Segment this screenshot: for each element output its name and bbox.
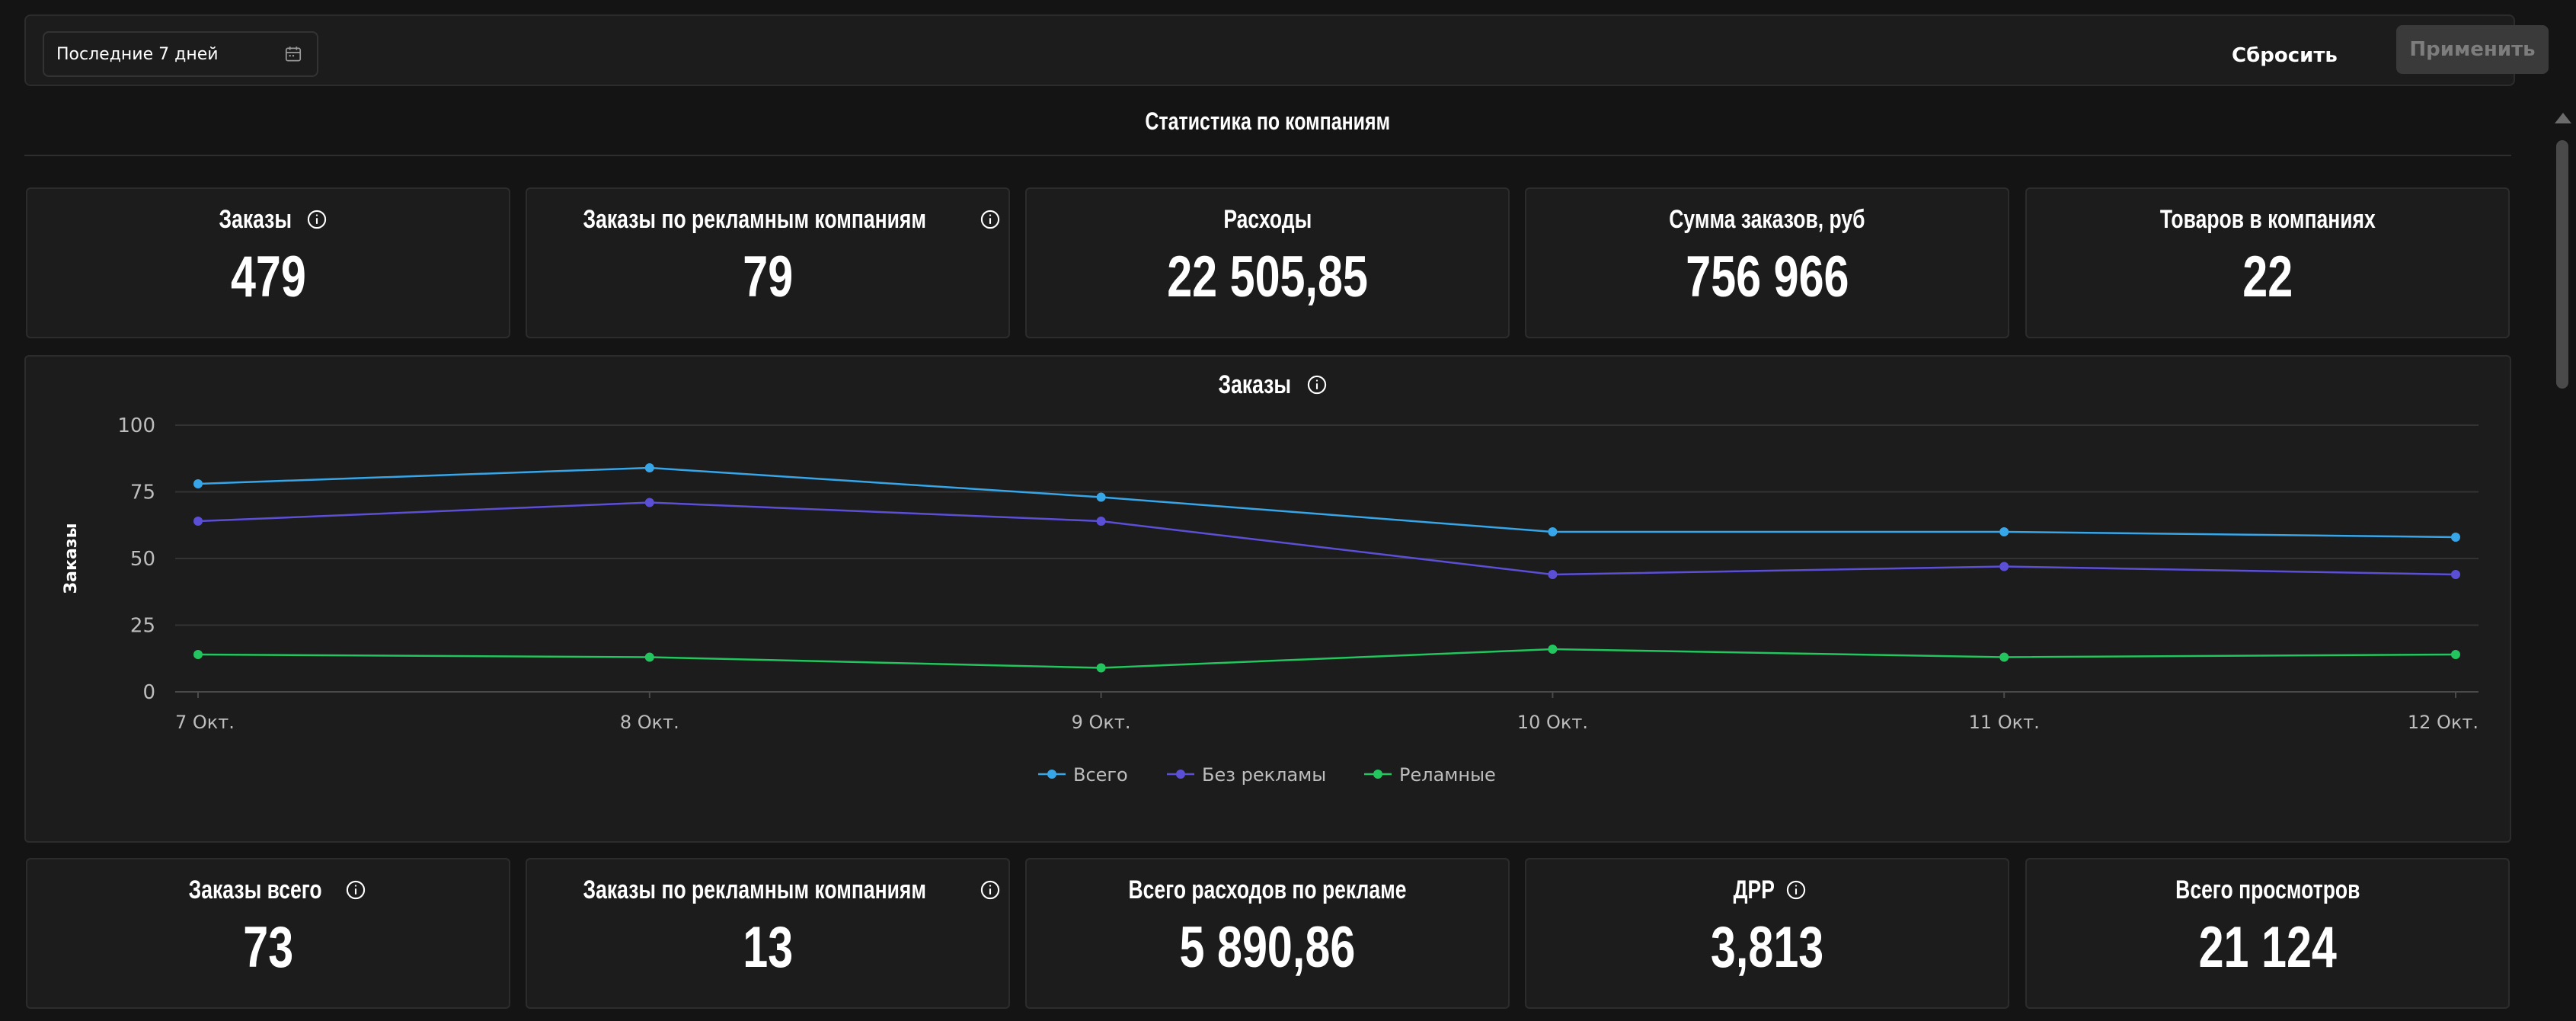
data-point <box>1548 527 1558 536</box>
stat-label: Сумма заказов, руб <box>1669 204 1865 234</box>
data-point <box>2451 570 2460 579</box>
stat-card-drr: ДРР 3,813 <box>1525 858 2009 1009</box>
data-point <box>1548 570 1558 579</box>
stat-card-ad-expenses: Всего расходов по рекламе 5 890,86 <box>1025 858 1510 1009</box>
data-point <box>1548 645 1558 654</box>
stat-label: ДРР <box>1733 875 1775 904</box>
scroll-up-arrow[interactable] <box>2555 113 2571 123</box>
data-point <box>2451 533 2460 542</box>
stat-label: Всего просмотров <box>2175 875 2360 904</box>
stat-label: Заказы по рекламным компаниям <box>583 204 927 234</box>
stat-value: 73 <box>243 915 293 980</box>
info-icon[interactable] <box>980 879 1001 901</box>
stat-card-orders: Заказы 479 <box>26 187 510 338</box>
stat-label: Заказы всего <box>188 875 322 904</box>
y-axis-label: Заказы <box>62 523 81 594</box>
stat-label: Заказы <box>219 204 292 234</box>
stat-label: Товаров в компаниях <box>2159 204 2376 234</box>
data-point <box>1096 492 1106 502</box>
series-line <box>197 501 2456 576</box>
section-title: Статистика по компаниям <box>1145 107 1391 135</box>
stat-label: Всего расходов по рекламе <box>1128 875 1407 904</box>
stat-card-expenses: Расходы 22 505,85 <box>1025 187 1510 338</box>
data-point <box>1999 527 2009 536</box>
stat-card-orders-total: Заказы всего 73 <box>26 858 510 1009</box>
legend-marker <box>1047 770 1056 779</box>
data-point <box>1096 517 1106 526</box>
x-tick-label: 8 Окт. <box>620 712 679 733</box>
data-point <box>193 650 203 659</box>
info-icon[interactable] <box>1306 374 1328 395</box>
x-tick-label: 11 Окт. <box>1969 712 2040 733</box>
stat-value: 79 <box>743 245 793 309</box>
filter-bar: Последние 7 дней Сбросить Применить <box>24 14 2549 86</box>
y-tick-label: 75 <box>130 482 155 504</box>
stat-card-orders-sum: Сумма заказов, руб 756 966 <box>1525 187 2009 338</box>
data-point <box>2451 650 2460 659</box>
info-icon[interactable] <box>345 879 366 901</box>
stat-value: 479 <box>230 245 306 309</box>
reset-button[interactable]: Сбросить <box>2232 42 2338 69</box>
orders-chart-panel: 0 25 50 75 100 Заказы 7 Окт. 8 Окт. 9 Окт. 10 Окт… <box>24 355 2511 843</box>
stat-label: Расходы <box>1223 204 1312 234</box>
date-range-value: Последние 7 дней <box>56 44 219 64</box>
legend-label: Реламные <box>1399 764 1496 786</box>
stat-value: 3,813 <box>1710 915 1824 980</box>
x-tick-label: 7 Окт. <box>175 712 235 733</box>
data-point <box>644 498 654 507</box>
data-point <box>193 517 203 526</box>
stat-card-products: Товаров в компаниях 22 <box>2025 187 2510 338</box>
stat-value: 756 966 <box>1685 245 1849 309</box>
stat-value: 21 124 <box>2198 915 2337 980</box>
y-tick-label: 100 <box>117 414 155 437</box>
legend-marker <box>1176 770 1185 779</box>
stat-value: 22 505,85 <box>1167 245 1368 309</box>
calendar-icon[interactable] <box>283 44 303 64</box>
x-tick-label: 10 Окт. <box>1517 712 1588 733</box>
stat-card-ad-orders-2: Заказы по рекламным компаниям 13 <box>526 858 1010 1009</box>
series-line <box>197 466 2456 539</box>
legend-label: Без рекламы <box>1202 764 1326 786</box>
data-point <box>644 463 654 472</box>
scrollbar-thumb[interactable] <box>2556 140 2568 389</box>
info-icon[interactable] <box>980 209 1001 230</box>
legend-label: Всего <box>1073 764 1128 786</box>
data-point <box>644 652 654 662</box>
stat-value: 5 890,86 <box>1179 915 1356 980</box>
date-range-picker[interactable]: Последние 7 дней <box>43 31 318 77</box>
apply-button[interactable]: Применить <box>2396 25 2549 74</box>
info-icon[interactable] <box>1785 879 1807 901</box>
stat-label: Заказы по рекламным компаниям <box>583 875 927 904</box>
y-tick-label: 0 <box>142 681 155 704</box>
orders-line-chart: 0 25 50 75 100 Заказы 7 Окт. 8 Окт. 9 Окт. 10 Окт… <box>62 414 2479 786</box>
chart-title: Заказы <box>1218 370 1292 399</box>
y-tick-label: 50 <box>130 548 155 571</box>
data-point <box>1999 562 2009 571</box>
stat-value: 22 <box>2242 245 2293 309</box>
x-tick-label: 9 Окт. <box>1072 712 1131 733</box>
stat-card-ad-orders: Заказы по рекламным компаниям 79 <box>526 187 1010 338</box>
x-tick-label: 12 Окт. <box>2408 712 2479 733</box>
info-icon[interactable] <box>306 209 328 230</box>
legend-marker <box>1373 770 1382 779</box>
data-point <box>1999 652 2009 662</box>
section-divider <box>24 155 2511 156</box>
stat-value: 13 <box>743 915 793 980</box>
data-point <box>1096 663 1106 673</box>
stat-card-views: Всего просмотров 21 124 <box>2025 858 2510 1009</box>
data-point <box>193 479 203 488</box>
y-tick-label: 25 <box>130 615 155 638</box>
series-line <box>197 648 2456 669</box>
